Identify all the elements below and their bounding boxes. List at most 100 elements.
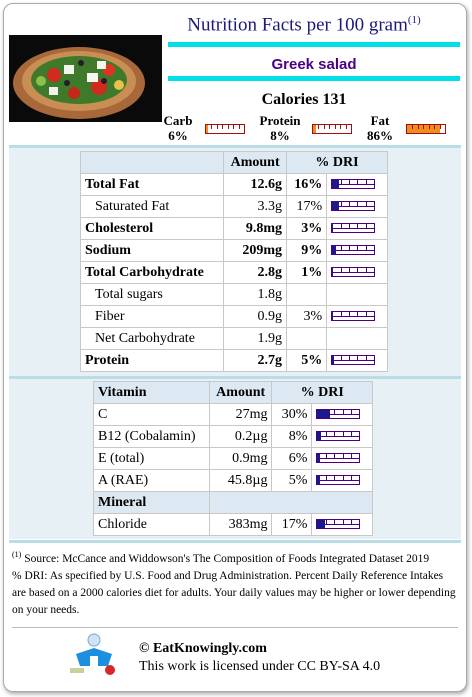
mineral-header: Mineral [93,491,210,514]
vitamin-dri: 17% [271,513,313,536]
section-separator [9,376,461,379]
vitamin-amount: 0.9mg [208,447,273,470]
dri-bar [331,245,376,256]
macro-protein: Protein 8% [259,113,301,143]
vitamin-name: Chloride [93,513,210,536]
nutrient-dri: 17% [286,195,328,218]
section-separator [9,540,461,543]
dri-bar [316,409,361,420]
title-divider [168,42,460,47]
vitamin-row: B12 (Cobalamin) 0.2µg 8% [93,425,373,448]
nutrition-card: Nutrition Facts per 100 gram(1) Greek sa… [3,3,467,692]
vitamin-amount: 383mg [208,513,273,536]
footnote: (1) Source: McCance and Widdowson's The … [12,550,456,616]
nutrient-row: Sodium 209mg 9% [79,239,388,262]
vitamin-amount-header: Amount [208,381,273,404]
nutrient-row: Saturated Fat 3.3g 17% [79,195,388,218]
section-separator [9,145,461,148]
dri-header: % DRI [286,151,388,174]
dri-bar [316,431,361,442]
nutrient-dri: 1% [286,261,328,284]
nutrient-dri: 3% [286,217,328,240]
amount-header: Amount [223,151,288,174]
nutrient-amount: 9.8mg [223,217,288,240]
vitamin-amount: 27mg [208,403,273,426]
dri-bar [316,475,361,486]
vitamin-dri-bar-cell [311,403,373,426]
nutrient-amount: 209mg [223,239,288,262]
nutrient-dri-bar-cell [326,217,388,240]
macro-fat-bar [406,124,446,134]
dri-bar [331,267,376,278]
vitamin-name: A (RAE) [93,469,210,492]
nutrients-table: Amount % DRI Total Fat 12.6g 16% Saturated … [79,151,388,372]
macro-carb-bar [205,124,245,134]
vitamin-amount: 45.8µg [208,469,273,492]
nutrient-amount: 2.8g [223,261,288,284]
nutrient-row: Total sugars 1.8g [79,283,388,306]
nutrient-row: Total Fat 12.6g 16% [79,173,388,196]
vitamin-dri-bar-cell [311,425,373,448]
nutrient-row: Cholesterol 9.8mg 3% [79,217,388,240]
dri-bar [331,223,376,234]
nutrient-dri-bar-cell [326,173,388,196]
food-photo [9,35,162,122]
site-credit: © EatKnowingly.com [139,641,267,656]
nutrient-dri-bar-cell [326,195,388,218]
nutrient-row: Fiber 0.9g 3% [79,305,388,328]
vitamin-dri-bar-cell [311,469,373,492]
nutrient-name: Total Fat [79,173,225,196]
nutrient-name: Cholesterol [79,217,225,240]
mineral-header-row: Mineral [93,491,374,514]
vitamin-dri-bar-cell [311,513,373,536]
vitamin-amount: 0.2µg [208,425,273,448]
nutrient-amount: 0.9g [223,305,288,328]
vitamins-table: Vitamin Amount % DRI C 27mg 30% B12 (Cobala… [93,381,374,536]
nutrient-dri [286,283,328,306]
nutrient-amount: 1.9g [223,327,288,350]
nutrient-dri: 9% [286,239,328,262]
nutrient-dri: 5% [286,349,328,372]
macro-protein-bar [312,124,352,134]
dri-bar [331,201,376,212]
vitamin-name: B12 (Cobalamin) [93,425,210,448]
nutrient-row: Protein 2.7g 5% [79,349,388,372]
nutrient-dri-bar-cell [326,349,388,372]
page-title: Nutrition Facts per 100 gram(1) [187,14,421,36]
vitamins-header-row: Vitamin Amount % DRI [93,381,373,404]
nutrient-row: Net Carbohydrate 1.9g [79,327,388,350]
vitamin-name: C [93,403,210,426]
macro-carb: Carb 6% [163,113,193,143]
vitamin-row: A (RAE) 45.8µg 5% [93,469,373,492]
food-name: Greek salad [271,56,357,73]
calories-label: Calories 131 [261,91,347,108]
vitamin-dri: 6% [271,447,313,470]
nutrient-dri: 3% [286,305,328,328]
nutrient-amount: 1.8g [223,283,288,306]
nutrient-name: Saturated Fat [79,195,225,218]
nutrient-amount: 2.7g [223,349,288,372]
vitamin-dri-header: % DRI [271,381,373,404]
nutrient-dri-bar-cell [326,261,388,284]
nutrient-name: Sodium [79,239,225,262]
dri-bar [331,311,376,322]
footer-divider [12,627,458,628]
nutrient-name: Total Carbohydrate [79,261,225,284]
nutrient-amount: 3.3g [223,195,288,218]
nutrient-dri [286,327,328,350]
nutrient-name: Protein [79,349,225,372]
macro-fat: Fat 86% [367,113,393,143]
vitamin-row: C 27mg 30% [93,403,373,426]
vitamin-header: Vitamin [93,381,210,404]
nutrient-dri-bar-cell [326,327,388,350]
vitamin-row: Chloride 383mg 17% [93,513,373,536]
license-text: This work is licensed under CC BY-SA 4.0 [139,659,381,674]
nutrient-dri-bar-cell [326,283,388,306]
nutrient-name: Net Carbohydrate [79,327,225,350]
vitamin-dri: 30% [271,403,313,426]
vitamin-row: E (total) 0.9mg 6% [93,447,373,470]
dri-bar [331,355,376,366]
credit-block: © EatKnowingly.com This work is licensed… [139,640,380,676]
nutrient-row: Total Carbohydrate 2.8g 1% [79,261,388,284]
nutrients-header-row: Amount % DRI [79,151,388,174]
